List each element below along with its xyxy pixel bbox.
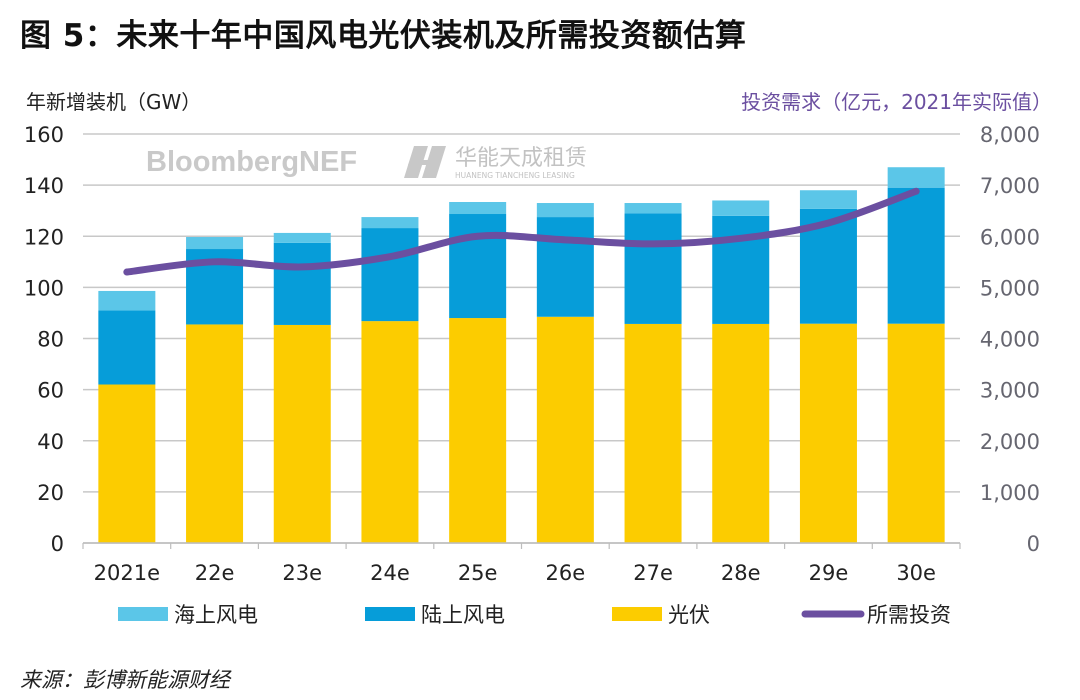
bar-segment bbox=[449, 318, 507, 543]
y-tick-left: 100 bbox=[24, 276, 64, 300]
bar-segment bbox=[273, 324, 331, 543]
bar-segment bbox=[98, 384, 156, 543]
bar-segment bbox=[449, 214, 507, 319]
x-tick-label: 29e bbox=[809, 561, 849, 585]
bar-segment bbox=[624, 203, 682, 214]
legend: 海上风电 陆上风电 光伏 所需投资 bbox=[118, 603, 951, 627]
bar-segment bbox=[273, 232, 331, 243]
bar-segment bbox=[536, 217, 594, 317]
y-tick-left: 40 bbox=[37, 430, 64, 454]
bar-segment bbox=[361, 217, 419, 229]
legend-label: 陆上风电 bbox=[421, 603, 505, 627]
y-tick-left: 20 bbox=[37, 481, 64, 505]
huaneng-logo-icon bbox=[404, 146, 446, 178]
bar-segment bbox=[887, 323, 945, 543]
y-tick-right: 8,000 bbox=[980, 123, 1040, 147]
legend-swatch bbox=[612, 607, 662, 621]
x-tick-label: 23e bbox=[282, 561, 322, 585]
bar-segment bbox=[624, 323, 682, 543]
legend-swatch bbox=[365, 607, 415, 621]
x-tick-label: 30e bbox=[896, 561, 936, 585]
bar-segment bbox=[186, 324, 244, 543]
y-tick-right: 2,000 bbox=[980, 430, 1040, 454]
y-tick-right: 0 bbox=[1027, 532, 1040, 556]
y-tick-right: 4,000 bbox=[980, 328, 1040, 352]
legend-item: 海上风电 bbox=[118, 603, 258, 627]
x-tick-label: 2021e bbox=[94, 561, 160, 585]
y-tick-right: 7,000 bbox=[980, 174, 1040, 198]
bar-stack bbox=[361, 217, 419, 543]
bar-segment bbox=[536, 203, 594, 218]
legend-item: 所需投资 bbox=[801, 603, 951, 627]
bar-segment bbox=[799, 323, 857, 543]
source-note: 来源：彭博新能源财经 bbox=[20, 668, 230, 692]
legend-item: 陆上风电 bbox=[365, 603, 505, 627]
bar-segment bbox=[361, 321, 419, 543]
bar-stack bbox=[887, 167, 945, 543]
legend-label: 光伏 bbox=[668, 603, 710, 627]
x-tick-label: 22e bbox=[195, 561, 235, 585]
huaneng-watermark-en: HUANENG TIANCHENG LEASING bbox=[455, 171, 575, 180]
bar-segment bbox=[624, 213, 682, 324]
bar-segment bbox=[712, 323, 770, 543]
investment-line-layer bbox=[123, 187, 920, 276]
bar-segment bbox=[887, 187, 945, 324]
bar-stack bbox=[712, 200, 770, 543]
bar-stack bbox=[449, 201, 507, 543]
y-tick-left: 80 bbox=[37, 328, 64, 352]
bar-segment bbox=[799, 190, 857, 209]
bar-segment bbox=[536, 316, 594, 543]
x-tick-label: 25e bbox=[458, 561, 498, 585]
bar-segment bbox=[186, 237, 244, 250]
y-tick-left: 160 bbox=[24, 123, 64, 147]
y-axis-right-label: 投资需求（亿元，2021年实际值） bbox=[741, 90, 1052, 114]
axes: 0 20 40 60 80 100 120 140 160 0 1,000 2,000 3,000 4,0… bbox=[24, 123, 1040, 585]
bar-stack bbox=[186, 237, 244, 543]
y-tick-left: 60 bbox=[37, 379, 64, 403]
bars bbox=[98, 167, 945, 543]
y-tick-right: 3,000 bbox=[980, 379, 1040, 403]
bnef-watermark: BloombergNEF bbox=[146, 146, 357, 178]
chart-title: 图 5：未来十年中国风电光伏装机及所需投资额估算 bbox=[20, 18, 747, 54]
y-tick-left: 140 bbox=[24, 174, 64, 198]
huaneng-watermark-cn: 华能天成租赁 bbox=[455, 146, 587, 171]
y-tick-left: 0 bbox=[51, 532, 64, 556]
bar-segment bbox=[712, 200, 770, 216]
bar-segment bbox=[98, 290, 156, 311]
legend-item: 光伏 bbox=[612, 603, 710, 627]
bar-segment bbox=[361, 228, 419, 322]
x-tick-label: 26e bbox=[546, 561, 586, 585]
investment-line bbox=[123, 187, 920, 276]
bar-stack bbox=[273, 232, 331, 543]
bar-segment bbox=[887, 167, 945, 188]
bar-stack bbox=[799, 190, 857, 543]
bar-stack bbox=[536, 203, 594, 543]
y-axis-left-label: 年新增装机（GW） bbox=[26, 90, 202, 114]
x-tick-label: 28e bbox=[721, 561, 761, 585]
y-tick-right: 6,000 bbox=[980, 225, 1040, 249]
y-tick-right: 1,000 bbox=[980, 481, 1040, 505]
bar-segment bbox=[449, 201, 507, 215]
watermark: BloombergNEF 华能天成租赁 HUANENG TIANCHENG LE… bbox=[146, 146, 587, 180]
bar-segment bbox=[98, 310, 156, 385]
bar-segment bbox=[273, 242, 331, 325]
legend-label: 所需投资 bbox=[867, 603, 951, 627]
legend-label: 海上风电 bbox=[174, 603, 258, 627]
x-tick-label: 24e bbox=[370, 561, 410, 585]
bar-segment bbox=[712, 215, 770, 324]
bar-stack bbox=[624, 203, 682, 543]
y-tick-left: 120 bbox=[24, 225, 64, 249]
x-tick-label: 27e bbox=[633, 561, 673, 585]
y-tick-right: 5,000 bbox=[980, 276, 1040, 300]
legend-swatch bbox=[118, 607, 168, 621]
bar-stack bbox=[98, 290, 156, 543]
